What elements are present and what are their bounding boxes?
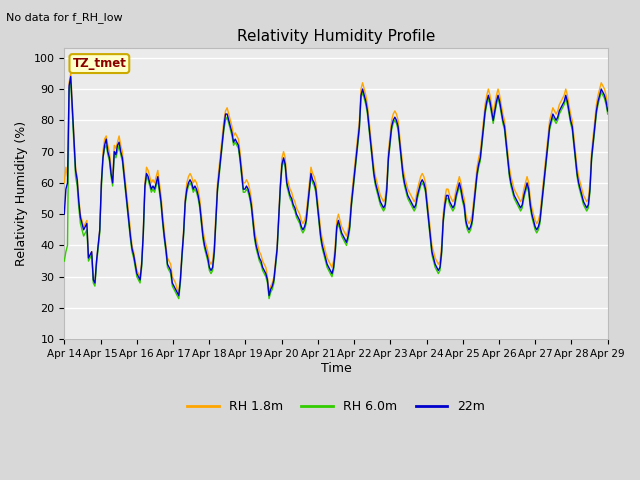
Legend: RH 1.8m, RH 6.0m, 22m: RH 1.8m, RH 6.0m, 22m	[182, 395, 490, 418]
X-axis label: Time: Time	[321, 362, 351, 375]
Title: Relativity Humidity Profile: Relativity Humidity Profile	[237, 29, 435, 44]
Text: TZ_tmet: TZ_tmet	[72, 57, 126, 70]
Text: No data for f_RH_low: No data for f_RH_low	[6, 12, 123, 23]
Y-axis label: Relativity Humidity (%): Relativity Humidity (%)	[15, 121, 28, 266]
